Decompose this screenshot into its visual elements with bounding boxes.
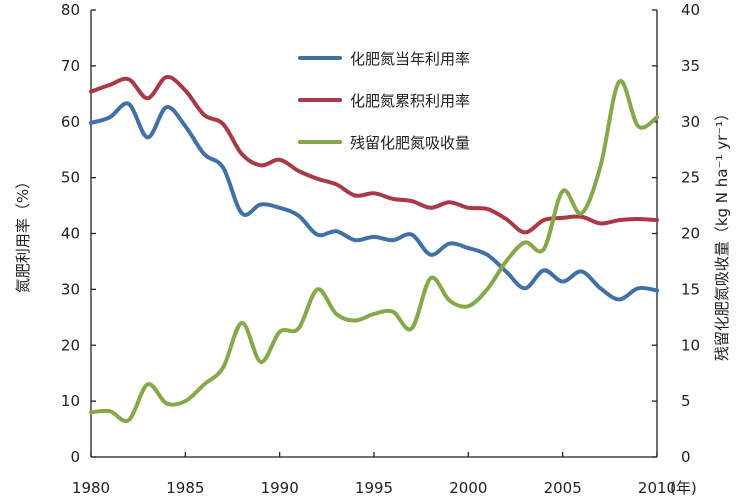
y-left-tick-label: 70: [61, 57, 80, 75]
y-left-tick-label: 40: [61, 225, 80, 243]
x-tick-label: 1995: [355, 479, 393, 497]
y-left-tick-label: 0: [70, 448, 80, 466]
y-right-tick-label: 15: [681, 280, 700, 298]
x-tick-label: 2005: [544, 479, 582, 497]
y-left-tick-label: 20: [61, 336, 80, 354]
axis-titles: (年) 氮肥利用率（%） 残留化肥氮吸收量（kg N ha⁻¹ yr⁻¹）: [14, 106, 731, 497]
x-axis-unit: (年): [670, 479, 697, 497]
series-lines: [89, 74, 659, 424]
legend-label-1: 化肥氮累积利用率: [350, 92, 470, 110]
y-left-tick-label: 50: [61, 169, 80, 187]
series-line-2: [89, 79, 659, 424]
y-right-tick-label: 5: [681, 392, 691, 410]
y-right-tick-label: 35: [681, 57, 700, 75]
x-tick-label: 1985: [166, 479, 204, 497]
y-right-tick-label: 0: [681, 448, 691, 466]
x-tick-label: 2010: [638, 479, 676, 497]
y-left-tick-label: 60: [61, 113, 80, 131]
y-right-tick-label: 30: [681, 113, 700, 131]
series-line-1: [89, 74, 659, 235]
y-left-tick-label: 10: [61, 392, 80, 410]
y-left-axis-title: 氮肥利用率（%）: [14, 174, 32, 293]
y-right-tick-label: 20: [681, 225, 700, 243]
y-right-tick-label: 10: [681, 336, 700, 354]
y-right-tick-label: 25: [681, 169, 700, 187]
tick-labels: 0 10 20 30 40 50 60 70 80 0 5 10 15 20 25 30 35 40 1980 198…: [61, 1, 700, 497]
x-tick-label: 2000: [449, 479, 487, 497]
axes: [90, 9, 658, 458]
legend-label-0: 化肥氮当年利用率: [350, 50, 470, 68]
series-line-0: [89, 101, 659, 302]
y-left-tick-label: 80: [61, 1, 80, 19]
x-tick-label: 1990: [261, 479, 299, 497]
y-right-tick-label: 40: [681, 1, 700, 19]
x-tick-label: 1980: [72, 479, 110, 497]
y-left-tick-label: 30: [61, 280, 80, 298]
y-right-axis-title: 残留化肥氮吸收量（kg N ha⁻¹ yr⁻¹）: [713, 106, 731, 361]
legend-label-2: 残留化肥氮吸收量: [350, 134, 470, 152]
